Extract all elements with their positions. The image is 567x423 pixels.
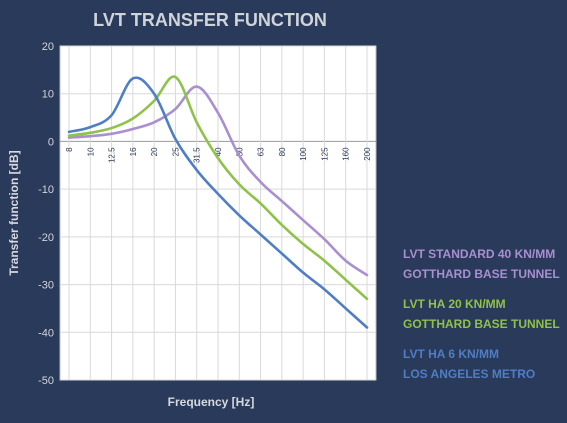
x-tick-label: 200 [363,147,372,161]
legend-entry-line2: GOTTHARD BASE TUNNEL [403,267,560,281]
x-tick-label: 125 [320,147,329,161]
legend-entry-line2: GOTTHARD BASE TUNNEL [403,317,560,331]
legend-entry-line1: LVT HA 20 KN/MM [403,297,506,311]
x-tick-label: 63 [257,147,266,156]
y-axis-label: Transfer function [dB] [7,150,21,275]
series-line-1 [67,85,369,277]
legend: LVT STANDARD 40 KN/MM GOTTHARD BASE TUNNE… [403,247,560,381]
x-tick-label: 12.5 [108,147,117,163]
legend-entry-line2: LOS ANGELES METRO [403,367,535,381]
x-tick-label: 25 [171,147,180,156]
x-tick-label: 160 [342,147,351,161]
y-tick-label: -30 [38,280,54,292]
y-tick-label: -10 [38,184,54,196]
x-tick-label: 40 [214,147,223,156]
series-line-3 [67,76,369,329]
series-line-2 [67,75,369,301]
y-tick-label: -20 [38,232,54,244]
x-tick-label: 31.5 [193,147,202,163]
legend-entry-line1: LVT STANDARD 40 KN/MM [403,247,555,261]
legend-entry-line1: LVT HA 6 KN/MM [403,347,499,361]
x-tick-label: 50 [235,147,244,156]
x-tick-label: 16 [129,147,138,156]
x-tick-label: 8 [65,147,74,152]
x-tick-label: 80 [278,147,287,156]
y-tick-label: 20 [42,41,54,53]
x-tick-label: 10 [86,147,95,156]
x-tick-label: 100 [299,147,308,161]
chart-title: LVT TRANSFER FUNCTION [93,10,327,30]
x-tick-label: 20 [150,147,159,156]
y-tick-label: 10 [42,89,54,101]
y-tick-label: 0 [48,136,54,148]
y-tick-label: -50 [38,375,54,387]
x-axis-label: Frequency [Hz] [168,395,255,409]
y-tick-label: -40 [38,327,54,339]
